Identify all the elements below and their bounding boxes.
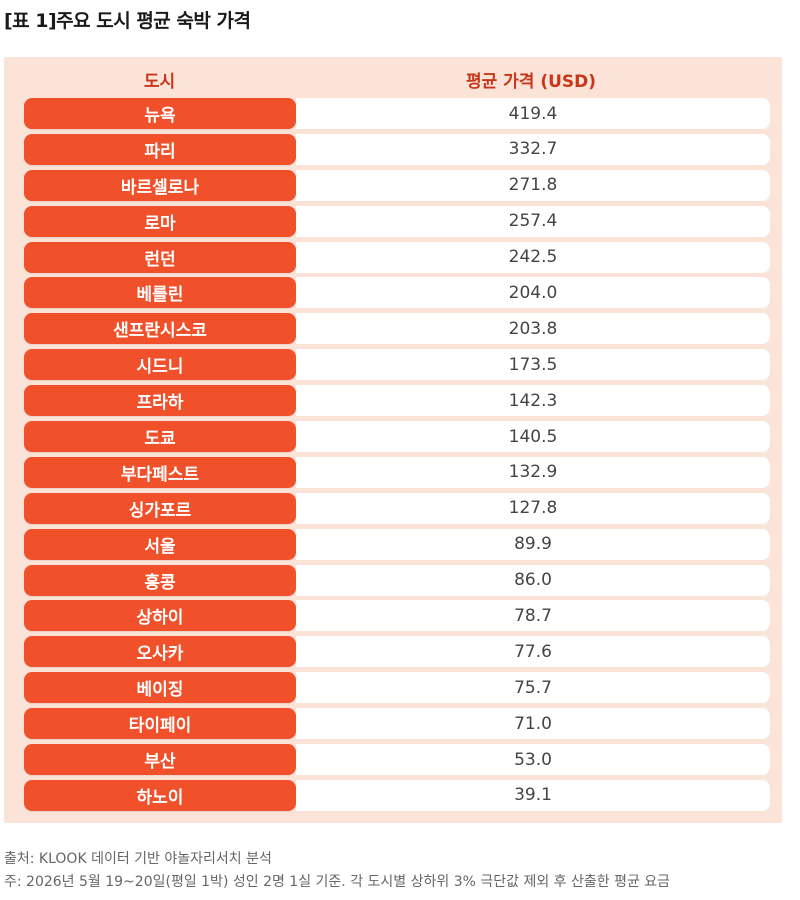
table-row: 부산 53.0: [4, 744, 782, 776]
city-cell: 프라하: [24, 385, 296, 417]
table-body: 뉴욕 419.4 파리 332.7 바르셀로나 271.8 로마 257.4 런던 242.5 베를…: [4, 98, 782, 816]
price-cell: 86.0: [296, 564, 770, 596]
city-cell: 하노이: [24, 779, 296, 811]
table-row: 베를린 204.0: [4, 277, 782, 309]
price-cell: 39.1: [296, 779, 770, 811]
city-cell: 로마: [24, 205, 296, 237]
price-cell: 419.4: [296, 98, 770, 129]
city-cell: 뉴욕: [24, 98, 296, 129]
source-note: 출처: KLOOK 데이터 기반 야놀자리서치 분석: [4, 851, 272, 867]
price-cell: 204.0: [296, 277, 770, 309]
table-row: 상하이 78.7: [4, 600, 782, 632]
table-row: 시드니 173.5: [4, 349, 782, 381]
table-row: 도쿄 140.5: [4, 421, 782, 453]
price-cell: 332.7: [296, 133, 770, 165]
city-cell: 베를린: [24, 277, 296, 309]
table-row: 싱가포르 127.8: [4, 492, 782, 524]
city-cell: 부산: [24, 744, 296, 776]
table-row: 부다페스트 132.9: [4, 456, 782, 488]
city-cell: 베이징: [24, 672, 296, 704]
table-row: 파리 332.7: [4, 133, 782, 165]
city-cell: 상하이: [24, 600, 296, 632]
table-row: 뉴욕 419.4: [4, 98, 782, 129]
table-row: 런던 242.5: [4, 241, 782, 273]
city-cell: 런던: [24, 241, 296, 273]
price-cell: 89.9: [296, 528, 770, 560]
city-cell: 부다페스트: [24, 456, 296, 488]
price-cell: 71.0: [296, 708, 770, 740]
city-cell: 바르셀로나: [24, 169, 296, 201]
city-cell: 시드니: [24, 349, 296, 381]
header-city: 도시: [143, 72, 176, 92]
city-cell: 홍콩: [24, 564, 296, 596]
price-cell: 77.6: [296, 636, 770, 668]
city-cell: 싱가포르: [24, 492, 296, 524]
header-price: 평균 가격 (USD): [465, 72, 597, 92]
table-row: 바르셀로나 271.8: [4, 169, 782, 201]
table-row: 오사카 77.6: [4, 636, 782, 668]
table-row: 프라하 142.3: [4, 385, 782, 417]
city-cell: 타이페이: [24, 708, 296, 740]
price-cell: 78.7: [296, 600, 770, 632]
city-cell: 도쿄: [24, 421, 296, 453]
price-cell: 140.5: [296, 421, 770, 453]
table-header: 도시 평균 가격 (USD): [4, 65, 782, 93]
price-cell: 127.8: [296, 492, 770, 524]
price-cell: 242.5: [296, 241, 770, 273]
price-cell: 203.8: [296, 313, 770, 345]
table-row: 하노이 39.1: [4, 779, 782, 811]
table-row: 로마 257.4: [4, 205, 782, 237]
table-row: 타이페이 71.0: [4, 708, 782, 740]
table-row: 샌프란시스코 203.8: [4, 313, 782, 345]
price-cell: 271.8: [296, 169, 770, 201]
price-table: 도시 평균 가격 (USD) 뉴욕 419.4 파리 332.7 바르셀로나 271.8 로…: [4, 57, 782, 823]
city-cell: 샌프란시스코: [24, 313, 296, 345]
price-cell: 257.4: [296, 205, 770, 237]
price-cell: 53.0: [296, 744, 770, 776]
city-cell: 서울: [24, 528, 296, 560]
table-row: 베이징 75.7: [4, 672, 782, 704]
footnote: 주: 2026년 5월 19~20일(평일 1박) 성인 2명 1실 기준. 각…: [4, 874, 671, 890]
table-title: [표 1]주요 도시 평균 숙박 가격: [4, 10, 251, 32]
price-cell: 132.9: [296, 456, 770, 488]
price-cell: 173.5: [296, 349, 770, 381]
table-row: 홍콩 86.0: [4, 564, 782, 596]
table-row: 서울 89.9: [4, 528, 782, 560]
city-cell: 오사카: [24, 636, 296, 668]
price-cell: 142.3: [296, 385, 770, 417]
city-cell: 파리: [24, 133, 296, 165]
price-cell: 75.7: [296, 672, 770, 704]
